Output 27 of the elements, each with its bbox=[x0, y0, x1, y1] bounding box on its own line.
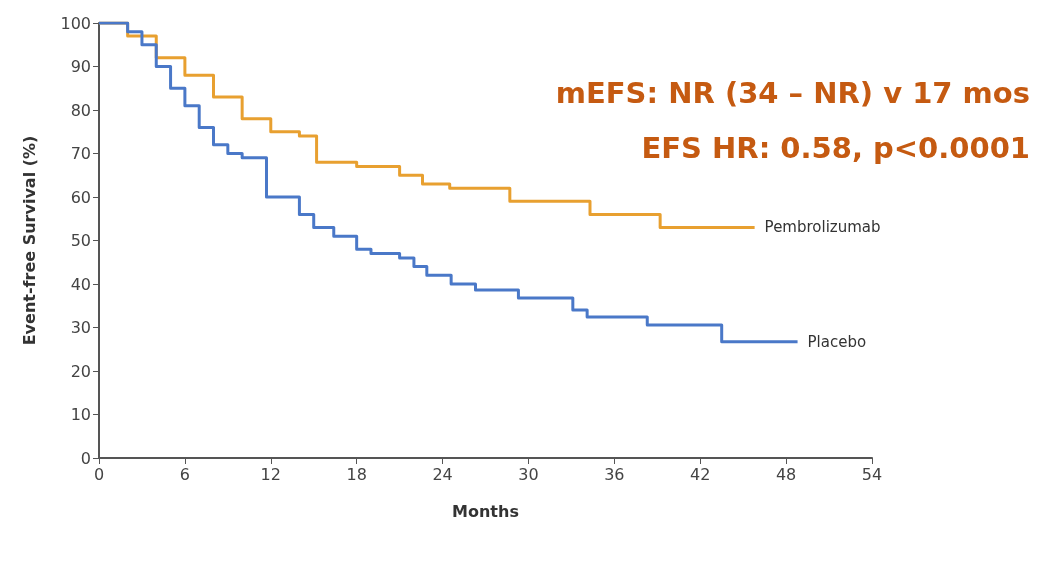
y-tick-label: 10 bbox=[70, 405, 91, 424]
series-label: Placebo bbox=[807, 332, 867, 351]
x-tick-label: 30 bbox=[518, 464, 539, 484]
y-tick-label: 0 bbox=[80, 448, 91, 468]
x-tick-label: 18 bbox=[346, 464, 367, 484]
y-axis-title: Event-free Survival (%) bbox=[19, 135, 39, 346]
y-tick-label: 100 bbox=[60, 13, 91, 33]
x-tick-label: 42 bbox=[690, 464, 711, 484]
x-tick-label: 6 bbox=[179, 464, 190, 484]
y-tick-label: 70 bbox=[70, 144, 91, 163]
x-tick-label: 24 bbox=[432, 464, 453, 484]
y-tick-label: 60 bbox=[70, 187, 91, 207]
series-label: Pembrolizumab bbox=[764, 218, 881, 237]
annotation: mEFS: NR (34 – NR) v 17 mos bbox=[555, 75, 1030, 110]
x-tick-label: 36 bbox=[604, 464, 625, 484]
x-tick-label: 0 bbox=[93, 464, 105, 484]
y-tick-label: 90 bbox=[70, 57, 91, 76]
x-tick-label: 54 bbox=[861, 464, 883, 484]
y-tick-label: 30 bbox=[70, 318, 91, 337]
x-tick-label: 12 bbox=[260, 464, 281, 484]
y-tick-label: 40 bbox=[70, 274, 91, 294]
annotation: EFS HR: 0.58, p<0.0001 bbox=[641, 130, 1030, 165]
x-tick-label: 48 bbox=[775, 464, 797, 484]
y-tick-label: 20 bbox=[70, 361, 91, 381]
x-axis-title: Months bbox=[452, 501, 519, 521]
y-tick-label: 50 bbox=[70, 231, 91, 250]
y-tick-label: 80 bbox=[70, 100, 91, 120]
